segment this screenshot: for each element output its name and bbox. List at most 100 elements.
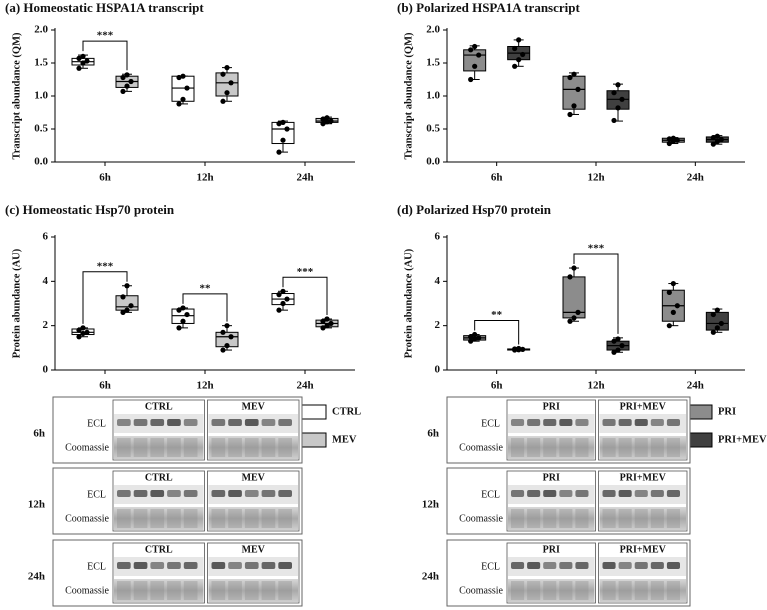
- blot-ecl-label: ECL: [481, 561, 500, 572]
- data-point: [228, 80, 234, 86]
- x-tick-label: 12h: [196, 172, 213, 184]
- blot-condition: PRI: [543, 472, 560, 483]
- blot-panel-frame: [112, 542, 205, 604]
- ecl-band: [559, 490, 573, 497]
- stain-lane: [278, 509, 292, 528]
- y-axis-label: Transcript abundance (QM): [403, 32, 414, 159]
- ecl-band: [650, 490, 664, 497]
- stain-strip: [208, 579, 298, 602]
- data-point: [320, 121, 326, 127]
- x-tick-label: 24h: [296, 380, 313, 392]
- chart-title: (b) Polarized HSPA1A transcript: [397, 0, 580, 15]
- blot-ecl-label: ECL: [481, 489, 500, 500]
- data-point: [615, 347, 621, 353]
- blot-time: 6h: [33, 428, 45, 440]
- data-point: [468, 76, 474, 83]
- data-point: [666, 136, 672, 142]
- stain-strip: [508, 507, 595, 530]
- ecl-band: [575, 419, 589, 426]
- x-tick-label: 24h: [687, 380, 704, 392]
- stain-lane: [278, 581, 292, 600]
- data-point: [180, 305, 186, 311]
- blot-panel-frame: [506, 470, 596, 532]
- stain-lane: [602, 509, 616, 528]
- y-tick-label: 2: [43, 319, 49, 331]
- stain-lane: [167, 509, 181, 528]
- data-point: [176, 307, 182, 313]
- stain-strip: [114, 507, 204, 530]
- ecl-band: [634, 419, 648, 426]
- y-tick-label: 4: [43, 275, 49, 287]
- blot-stain-label: Coomassie: [65, 513, 109, 524]
- data-point: [84, 329, 90, 335]
- stain-lane: [559, 509, 573, 528]
- x-tick-label: 12h: [587, 380, 604, 392]
- stain-lane: [261, 509, 276, 528]
- blot-panel-frame: [598, 470, 688, 532]
- data-point: [472, 43, 478, 50]
- data-point: [284, 296, 290, 302]
- data-point: [224, 90, 230, 96]
- significance-label: **: [200, 282, 212, 294]
- data-point: [611, 90, 617, 96]
- stain-lane: [167, 581, 181, 600]
- data-point: [280, 119, 286, 125]
- stain-lane: [543, 581, 557, 600]
- ecl-band: [618, 419, 632, 426]
- blot-panel-frame: [506, 399, 596, 461]
- blot-panel-frame: [207, 542, 300, 604]
- data-point: [674, 303, 680, 309]
- data-point: [80, 60, 86, 66]
- y-axis-label: Transcript abundance (QM): [11, 32, 22, 159]
- ecl-band: [133, 562, 148, 569]
- ecl-band: [650, 419, 664, 426]
- data-point: [718, 136, 724, 143]
- significance-bracket: [82, 271, 128, 324]
- data-point: [220, 71, 226, 77]
- blot-panel-frame: [207, 399, 300, 461]
- data-point: [124, 307, 130, 313]
- data-point: [128, 78, 134, 85]
- data-point: [666, 323, 672, 329]
- data-point: [520, 51, 526, 58]
- data-point: [76, 327, 82, 333]
- blot-condition: PRI+MEV: [620, 472, 667, 483]
- ecl-band: [261, 490, 276, 497]
- blot-stain-label: Coomassie: [65, 442, 109, 453]
- stain-lane: [183, 509, 198, 528]
- stain-lane: [543, 438, 557, 457]
- blot-ecl-label: ECL: [87, 561, 106, 572]
- ecl-band: [117, 490, 131, 497]
- stain-lane: [666, 438, 680, 457]
- stain-lane: [183, 438, 198, 457]
- data-point: [120, 294, 126, 300]
- ecl-band: [183, 562, 198, 569]
- data-point: [224, 65, 230, 71]
- x-tick-label: 24h: [296, 172, 313, 184]
- data-point: [567, 111, 573, 118]
- data-point: [120, 74, 126, 81]
- ecl-band: [511, 490, 525, 497]
- stain-lane: [211, 438, 226, 457]
- legend-label: PRI: [718, 406, 736, 417]
- data-point: [512, 346, 518, 352]
- y-tick-label: 1.0: [426, 90, 440, 102]
- blot-time: 24h: [28, 571, 45, 583]
- chart-title: (d) Polarized Hsp70 protein: [397, 202, 552, 217]
- stain-lane: [511, 509, 525, 528]
- ecl-band: [543, 562, 557, 569]
- data-point: [180, 73, 186, 79]
- data-point: [611, 338, 617, 344]
- data-point: [567, 74, 573, 81]
- data-point: [276, 292, 282, 298]
- data-point: [571, 71, 577, 77]
- blot-condition: PRI+MEV: [620, 544, 667, 555]
- blot-time: 24h: [422, 571, 439, 583]
- stain-strip: [599, 436, 686, 459]
- stain-lane: [602, 581, 616, 600]
- y-tick-label: 2.0: [426, 24, 440, 36]
- ecl-band: [278, 419, 292, 426]
- blot-stain-label: Coomassie: [459, 442, 503, 453]
- data-point: [714, 325, 720, 331]
- stain-lane: [117, 509, 131, 528]
